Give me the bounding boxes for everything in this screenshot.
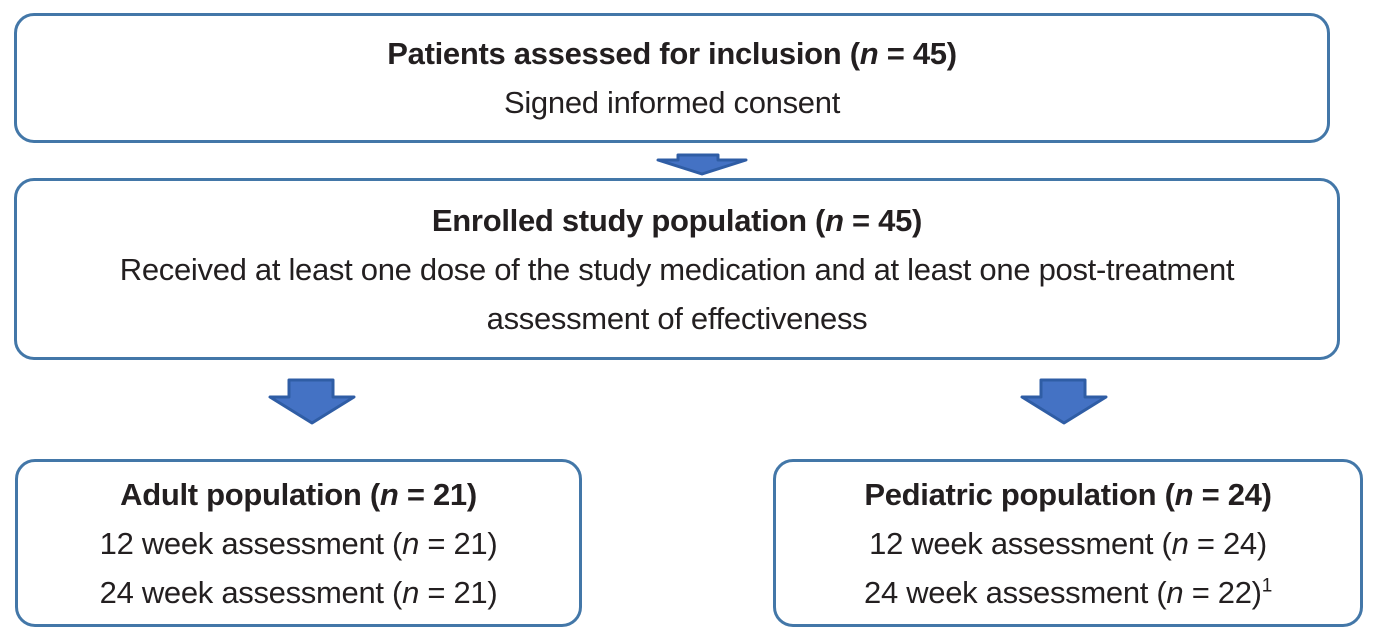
enrolled-box-description-line1: Received at least one dose of the study … — [119, 251, 1235, 287]
pediatric-24-week-line: 24 week assessment (n = 22)1 — [864, 568, 1272, 617]
enrolled-box-title: Enrolled study population (n = 45) — [432, 196, 922, 245]
assessed-box-subtitle: Signed informed consent — [503, 85, 841, 120]
enrolled-population-box: Enrolled study population (n = 45) Recei… — [14, 178, 1340, 360]
pediatric-title-count: = 24) — [1193, 476, 1272, 512]
assessed-title-count: = 45) — [878, 36, 957, 71]
assessed-for-inclusion-box: Patients assessed for inclusion (n = 45)… — [14, 13, 1330, 143]
pediatric-12-week-count: = 24) — [1188, 525, 1267, 561]
adult-box-title: Adult population (n = 21) — [120, 470, 477, 519]
assessed-title-text: Patients assessed for inclusion ( — [387, 36, 860, 71]
pediatric-box-title: Pediatric population (n = 24) — [864, 470, 1272, 519]
n-variable: n — [402, 574, 420, 610]
adult-24-week-count: = 21) — [419, 574, 498, 610]
pediatric-title-text: Pediatric population ( — [864, 476, 1175, 512]
adult-24-week-line: 24 week assessment (n = 21) — [100, 568, 498, 617]
pediatric-12-week-text: 12 week assessment ( — [869, 525, 1172, 561]
pediatric-12-week-line: 12 week assessment (n = 24) — [869, 519, 1267, 568]
n-variable: n — [1174, 476, 1194, 512]
adult-12-week-line: 12 week assessment (n = 21) — [100, 519, 498, 568]
pediatric-population-box: Pediatric population (n = 24) 12 week as… — [773, 459, 1363, 627]
adult-title-count: = 21) — [398, 476, 477, 512]
n-variable: n — [402, 525, 420, 561]
pediatric-24-week-text: 24 week assessment ( — [864, 574, 1167, 610]
n-variable: n — [1171, 525, 1189, 561]
enrolled-title-count: = 45) — [843, 202, 923, 238]
adult-12-week-count: = 21) — [419, 525, 498, 561]
down-arrow-icon — [656, 153, 748, 176]
enrolled-title-text: Enrolled study population ( — [431, 202, 826, 238]
pediatric-24-week-count: = 22) — [1183, 574, 1262, 610]
n-variable: n — [1166, 574, 1184, 610]
n-variable: n — [825, 202, 844, 238]
n-variable: n — [859, 36, 879, 71]
footnote-marker: 1 — [1261, 575, 1273, 597]
adult-population-box: Adult population (n = 21) 12 week assess… — [15, 459, 582, 627]
assessed-box-title: Patients assessed for inclusion (n = 45) — [387, 29, 957, 78]
adult-title-text: Adult population ( — [120, 476, 380, 512]
down-arrow-icon — [1020, 378, 1108, 425]
down-arrow-icon — [268, 378, 356, 425]
adult-24-week-text: 24 week assessment ( — [99, 574, 403, 610]
enrolled-box-description-line2: assessment of effectiveness — [486, 300, 868, 336]
adult-12-week-text: 12 week assessment ( — [99, 525, 403, 561]
n-variable: n — [379, 476, 399, 512]
